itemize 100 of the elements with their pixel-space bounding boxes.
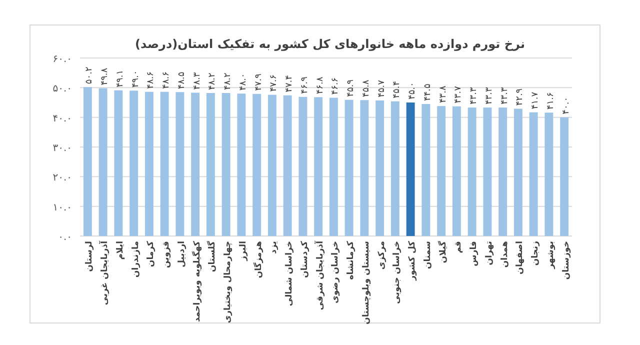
bar xyxy=(560,117,569,236)
x-tick-label: خراسان رضوی xyxy=(330,241,341,304)
bar xyxy=(468,108,476,236)
x-tick-label: کرمانشاه xyxy=(346,240,356,280)
bar xyxy=(176,92,184,236)
x-tick-label: خراسان جنوبی xyxy=(392,241,402,304)
x-tick-label: البرز xyxy=(238,240,248,262)
data-label: ۴۵.۷ xyxy=(376,80,387,98)
data-label: ۴۵.۴ xyxy=(392,80,402,98)
x-tick-label: آذربایجان غربی xyxy=(98,240,110,306)
x-tick-label: کرمان xyxy=(146,240,156,267)
data-label: ۴۱.۶ xyxy=(546,92,556,110)
data-label: ۴۶.۶ xyxy=(330,77,341,95)
data-label: ۴۷.۹ xyxy=(254,73,264,91)
data-label: ۴۸.۳ xyxy=(192,72,202,90)
bar xyxy=(252,94,262,236)
bar xyxy=(437,106,446,236)
data-label: ۴۹.۱ xyxy=(115,70,126,88)
data-label: ۴۳.۳ xyxy=(469,87,480,105)
bar xyxy=(390,101,400,236)
data-label: ۴۸.۶ xyxy=(146,71,156,89)
data-label: ۴۵.۸ xyxy=(361,80,372,98)
x-tick-label: لرستان xyxy=(84,241,95,272)
data-label: ۴۸.۶ xyxy=(162,71,172,89)
x-tick-label: اصفهان xyxy=(515,240,526,274)
bar xyxy=(406,102,415,236)
data-label: ۴۶.۹ xyxy=(300,76,310,94)
x-tick-label: مرکزی xyxy=(376,241,387,270)
x-tick-label: خوزستان xyxy=(561,241,572,280)
bar xyxy=(83,87,92,236)
data-label: ۵۰.۲ xyxy=(84,66,95,84)
data-label: ۴۲.۹ xyxy=(515,88,526,106)
bar xyxy=(206,93,215,236)
y-tick-label: ۳۰.۰ xyxy=(52,143,72,154)
data-label: ۴۴.۵ xyxy=(422,83,433,101)
data-label: ۴۷.۴ xyxy=(284,74,295,92)
x-tick-label: یزد xyxy=(269,241,280,254)
bar xyxy=(191,92,200,236)
bar xyxy=(130,90,138,236)
bar xyxy=(452,106,461,236)
x-tick-label: همدان xyxy=(500,240,510,268)
x-tick-label: هرمزگان xyxy=(252,240,264,278)
bar xyxy=(114,90,123,236)
data-label: ۴۳.۳ xyxy=(484,87,494,105)
data-label: ۴۸.۰ xyxy=(238,73,248,91)
bar xyxy=(422,104,430,236)
bar xyxy=(376,100,384,236)
x-tick-label: بوشهر xyxy=(546,241,556,270)
y-tick-label: ۴۰.۰ xyxy=(52,113,72,124)
bar xyxy=(237,94,246,236)
x-tick-label: اردبیل xyxy=(176,240,187,268)
bar xyxy=(514,108,522,236)
data-label: ۴۸.۲ xyxy=(223,72,234,90)
data-label: ۴۳.۸ xyxy=(438,86,448,104)
bar xyxy=(144,92,154,236)
x-tick-label: ایلام xyxy=(115,240,126,260)
x-tick-label: قم xyxy=(454,241,464,254)
data-label: ۴۹.۰ xyxy=(130,70,141,88)
x-tick-label: خراسان شمالی xyxy=(284,241,295,306)
data-label: ۴۸.۵ xyxy=(176,72,187,90)
bar xyxy=(314,97,323,236)
bar xyxy=(283,95,292,236)
x-tick-label: تهران xyxy=(484,241,494,266)
bar xyxy=(498,108,508,236)
data-label: ۴۸.۲ xyxy=(208,72,218,90)
bar xyxy=(298,96,308,236)
x-tick-label: سیستان وبلوچستان xyxy=(361,241,372,324)
data-label: ۴۳.۳ xyxy=(500,87,510,105)
bar xyxy=(98,88,108,236)
chart-title: نرخ تورم دوازده ماهه خانوارهای کل کشور به تفکیک استان(درصد) xyxy=(135,37,525,51)
bar xyxy=(544,112,554,236)
x-tick-label: سمنان xyxy=(422,241,433,269)
y-tick-label: ۰.۰ xyxy=(58,232,72,243)
x-tick-label: گیلان xyxy=(437,240,448,264)
data-label: ۴۶.۸ xyxy=(315,76,326,94)
y-tick-label: ۱۰.۰ xyxy=(52,202,72,214)
x-tick-label: گلستان xyxy=(206,240,218,272)
x-tick-label: کردستان xyxy=(300,240,310,278)
x-tick-label: چهارمحال وبختیاری xyxy=(223,241,234,324)
bar xyxy=(329,98,338,236)
data-label: ۴۱.۷ xyxy=(530,92,541,110)
y-tick-label: ۶۰.۰ xyxy=(52,54,72,65)
bar xyxy=(529,112,538,236)
x-tick-label: قزوین xyxy=(162,241,172,268)
bar xyxy=(483,108,492,236)
bar xyxy=(360,100,369,236)
x-tick-label: مازندران xyxy=(130,241,141,278)
y-tick-label: ۲۰.۰ xyxy=(52,172,72,184)
x-tick-label: آذربایجان شرقی xyxy=(313,240,326,310)
x-tick-label: کل کشور xyxy=(408,240,418,282)
data-label: ۴۵.۹ xyxy=(346,79,356,97)
x-tick-label: زنجان xyxy=(530,240,541,266)
data-label: ۴۹.۸ xyxy=(100,68,110,86)
x-tick-label: کهگیلویه وبویراحمد xyxy=(191,240,202,322)
data-label: ۴۷.۶ xyxy=(269,74,280,92)
data-label: ۴۰.۰ xyxy=(561,96,572,114)
data-label: ۴۵.۰ xyxy=(408,82,418,100)
x-tick-label: فارس xyxy=(469,241,480,266)
data-label: ۴۳.۷ xyxy=(454,86,464,104)
bar xyxy=(344,100,354,236)
